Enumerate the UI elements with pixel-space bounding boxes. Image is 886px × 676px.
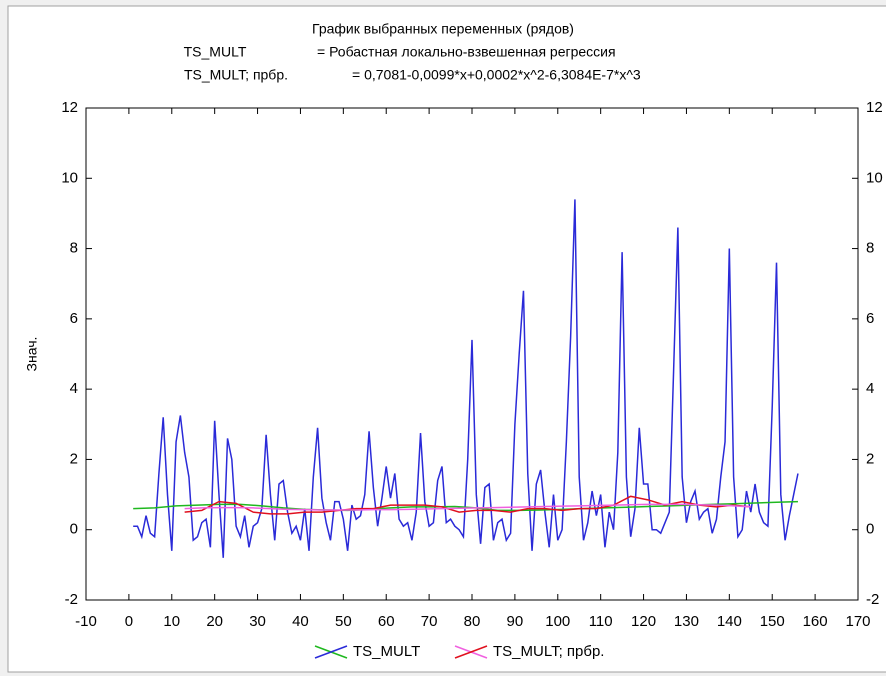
legend-label: TS_MULT bbox=[353, 643, 420, 660]
subtitle-name: TS_MULT; прбр. bbox=[184, 67, 288, 83]
x-tick-label: 40 bbox=[292, 613, 309, 630]
legend-swatch bbox=[314, 645, 348, 659]
y2-tick-label: 12 bbox=[866, 99, 883, 116]
legend-swatch bbox=[454, 645, 488, 659]
y-tick-label: 12 bbox=[61, 99, 78, 116]
x-tick-label: 150 bbox=[760, 613, 785, 630]
x-tick-label: 90 bbox=[507, 613, 524, 630]
y-tick-label: 6 bbox=[70, 310, 78, 327]
x-tick-label: 130 bbox=[674, 613, 699, 630]
x-tick-label: 50 bbox=[335, 613, 352, 630]
series-line bbox=[184, 495, 751, 515]
y2-tick-label: 8 bbox=[866, 240, 874, 257]
y-tick-label: 10 bbox=[61, 169, 78, 186]
x-tick-label: 140 bbox=[717, 613, 742, 630]
y2-tick-label: 0 bbox=[866, 521, 874, 538]
y2-tick-label: 2 bbox=[866, 450, 874, 467]
y-tick-label: -2 bbox=[65, 591, 78, 608]
x-tick-label: 160 bbox=[803, 613, 828, 630]
y-tick-label: 0 bbox=[70, 521, 78, 538]
series-line bbox=[133, 199, 799, 558]
y2-tick-label: 4 bbox=[866, 380, 874, 397]
y-tick-label: 4 bbox=[70, 380, 78, 397]
x-tick-label: 70 bbox=[421, 613, 438, 630]
x-tick-label: 0 bbox=[125, 613, 133, 630]
y-tick-label: 2 bbox=[70, 450, 78, 467]
legend-label: TS_MULT; прбр. bbox=[493, 643, 604, 660]
y2-tick-label: 10 bbox=[866, 169, 883, 186]
x-tick-label: 10 bbox=[163, 613, 180, 630]
x-tick-label: 30 bbox=[249, 613, 266, 630]
subtitle-text: = Робастная локально-взвешенная регресси… bbox=[317, 44, 616, 60]
y-tick-label: 8 bbox=[70, 240, 78, 257]
chart-frame bbox=[7, 5, 886, 673]
y-axis-label: Знач. bbox=[24, 337, 40, 372]
x-tick-label: 100 bbox=[545, 613, 570, 630]
y2-tick-label: -2 bbox=[866, 591, 879, 608]
x-tick-label: 110 bbox=[589, 613, 613, 630]
fit-line bbox=[184, 503, 751, 511]
chart-title: График выбранных переменных (рядов) bbox=[312, 21, 574, 37]
x-tick-label: 120 bbox=[631, 613, 656, 630]
x-tick-label: 170 bbox=[845, 613, 870, 630]
x-tick-label: 20 bbox=[206, 613, 223, 630]
x-tick-label: 80 bbox=[464, 613, 481, 630]
x-tick-label: 60 bbox=[378, 613, 395, 630]
subtitle-name: TS_MULT bbox=[184, 44, 247, 60]
y2-tick-label: 6 bbox=[866, 310, 874, 327]
x-tick-label: -10 bbox=[75, 613, 97, 630]
subtitle-text: = 0,7081-0,0099*x+0,0002*x^2-6,3084E-7*x… bbox=[352, 67, 641, 83]
